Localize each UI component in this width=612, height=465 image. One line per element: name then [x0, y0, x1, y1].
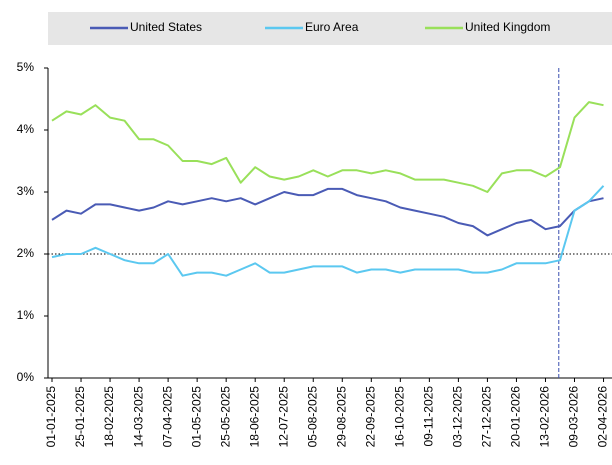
x-tick-label: 09-11-2025: [422, 386, 436, 447]
x-tick-label: 01-05-2025: [189, 386, 203, 448]
series-line: [51, 187, 604, 237]
x-tick-label: 25-01-2025: [73, 386, 87, 448]
x-tick-label: 07-04-2025: [160, 386, 174, 448]
y-tick-label: 4%: [17, 122, 35, 136]
y-tick-label: 2%: [17, 246, 35, 260]
x-tick-label: 18-02-2025: [102, 386, 116, 448]
legend-label: United Kingdom: [465, 20, 550, 34]
x-tick-label: 20-01-2026: [509, 386, 523, 448]
x-tick-label: 27-12-2025: [480, 386, 494, 448]
series-line: [51, 185, 605, 277]
x-tick-label: 29-08-2025: [334, 386, 348, 448]
x-tick-label: 25-05-2025: [218, 386, 232, 448]
y-tick-label: 5%: [17, 60, 35, 74]
x-tick-label: 22-09-2025: [363, 386, 377, 448]
series-line: [51, 101, 604, 193]
x-tick-label: 01-01-2025: [44, 386, 58, 448]
legend-label: United States: [130, 20, 202, 34]
y-tick-label: 1%: [17, 308, 35, 322]
legend-label: Euro Area: [305, 20, 359, 34]
x-tick-label: 03-12-2025: [451, 386, 465, 448]
legend-background: [48, 12, 612, 45]
x-tick-label: 12-07-2025: [276, 386, 290, 448]
x-tick-label: 16-10-2025: [393, 386, 407, 448]
y-tick-label: 3%: [17, 184, 35, 198]
x-tick-label: 13-02-2026: [538, 386, 552, 448]
x-tick-label: 02-04-2026: [596, 386, 610, 448]
x-tick-label: 09-03-2026: [567, 386, 581, 448]
y-tick-label: 0%: [17, 370, 35, 384]
x-tick-label: 14-03-2025: [131, 386, 145, 448]
x-tick-label: 18-06-2025: [247, 386, 261, 448]
x-tick-label: 05-08-2025: [305, 386, 319, 448]
